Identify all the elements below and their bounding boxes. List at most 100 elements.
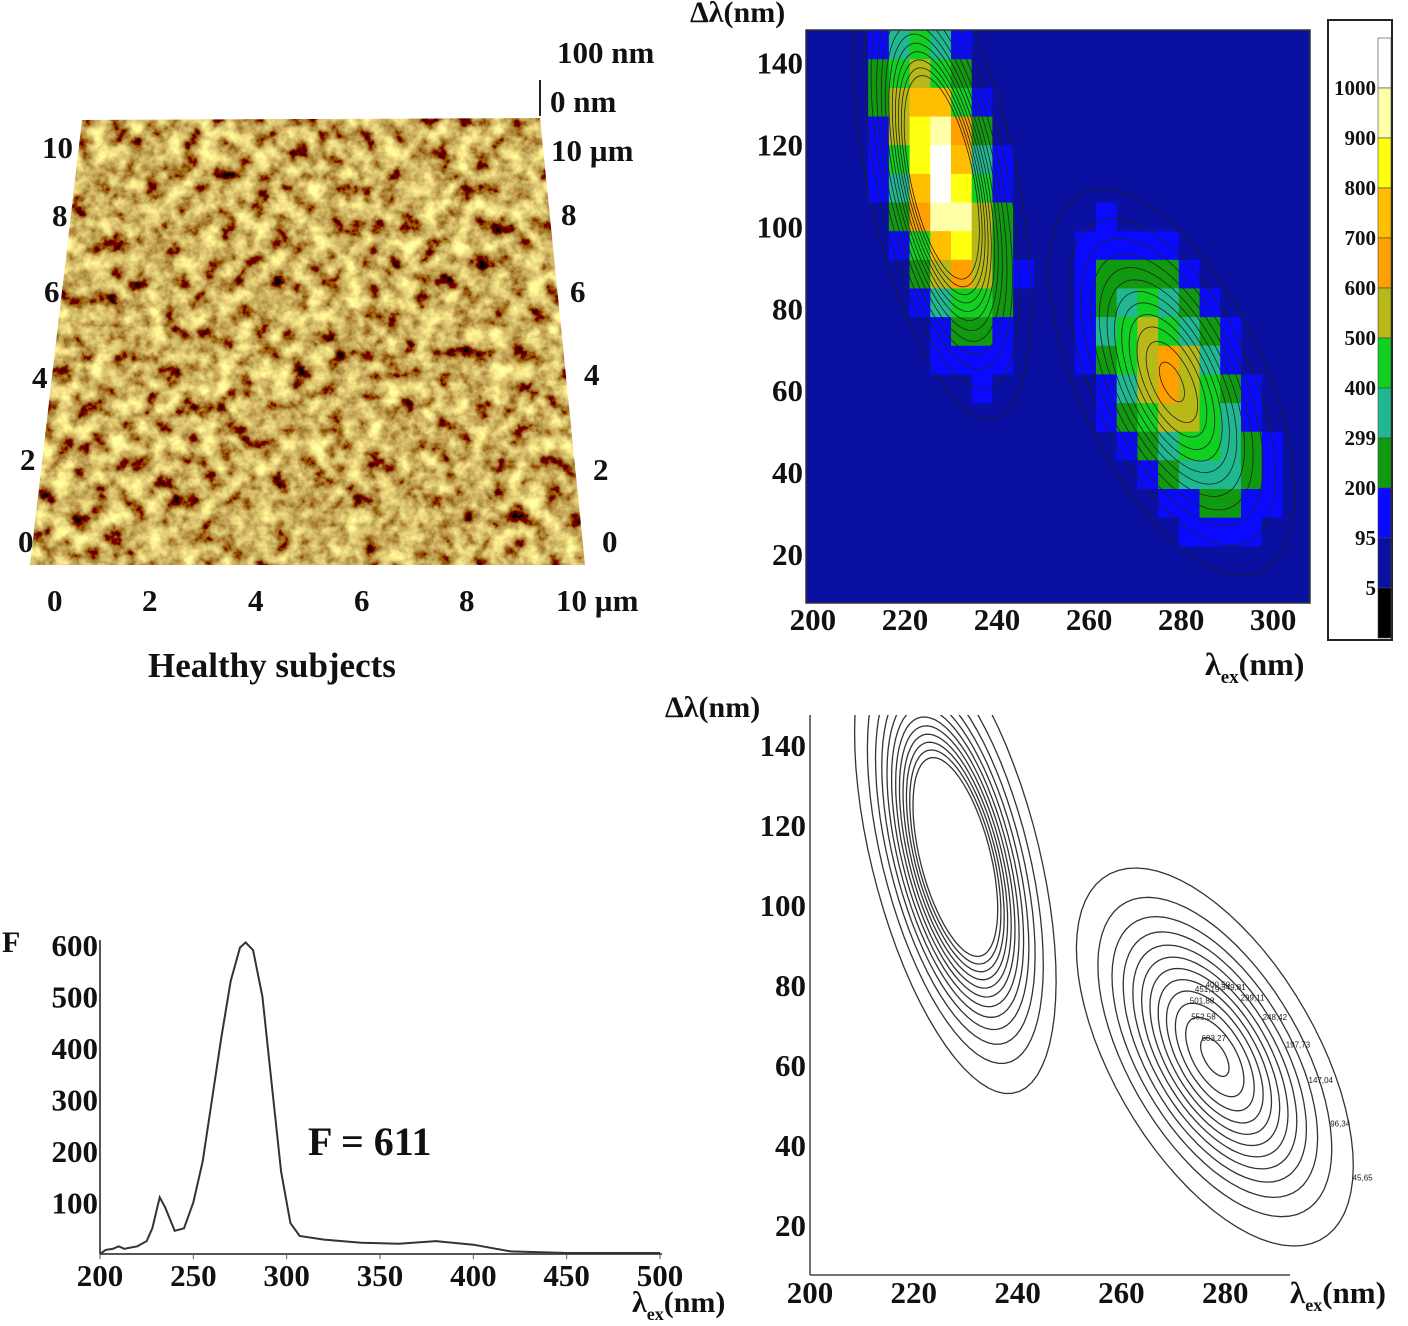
heatmap-cell xyxy=(1303,345,1310,375)
contour-line xyxy=(912,756,999,958)
y-tick-label: 100 xyxy=(757,209,804,244)
heatmap-cell xyxy=(1054,517,1076,547)
heatmap-cell xyxy=(1075,574,1097,603)
heatmap-cell xyxy=(1137,373,1159,404)
heatmap-cell xyxy=(1240,316,1263,346)
heatmap-cell xyxy=(1199,201,1221,232)
plot-frame xyxy=(805,29,1311,604)
contour-line xyxy=(881,715,1030,1031)
heatmap-cell xyxy=(950,459,973,489)
heatmap-cell xyxy=(1178,115,1201,146)
contour-line xyxy=(1157,978,1273,1136)
contour-line xyxy=(1158,361,1185,403)
heatmap-cell xyxy=(826,517,849,547)
heatmap-cell xyxy=(909,115,931,146)
heatmap-cell xyxy=(1095,517,1118,547)
heatmap-cell xyxy=(1033,87,1056,117)
heatmap-cell xyxy=(950,517,973,547)
afm-left-tick: 6 xyxy=(44,274,60,309)
heatmap-cell xyxy=(1116,402,1138,432)
heatmap-cell xyxy=(1075,345,1097,375)
colorbar-swatch xyxy=(1377,287,1392,339)
heatmap-cell xyxy=(1075,201,1097,232)
heatmap-cell xyxy=(1116,287,1138,318)
heatmap-cell xyxy=(1137,517,1159,547)
heatmap-cell xyxy=(1054,431,1076,461)
heatmap-cell xyxy=(1240,87,1263,117)
contour-line xyxy=(1199,1036,1230,1078)
heatmap-cell xyxy=(1199,144,1221,174)
colorbar-label: 800 xyxy=(1345,176,1377,200)
heatmap-cell xyxy=(930,201,952,232)
heatmap-cell xyxy=(950,259,973,289)
heatmap-cell xyxy=(1261,373,1283,404)
heatmap-cell xyxy=(1158,459,1180,489)
heatmap-cell xyxy=(1220,345,1242,375)
afm-bottom-tick: 6 xyxy=(354,583,370,618)
heatmap-cell xyxy=(1303,87,1310,117)
contour-line xyxy=(905,741,1005,973)
heatmap-cell xyxy=(992,201,1014,232)
heatmap-cell xyxy=(1013,58,1035,88)
colorbar-swatch xyxy=(1377,337,1392,389)
heatmap-cell xyxy=(1095,574,1118,603)
heatmap-cell xyxy=(868,173,890,203)
heatmap-cell xyxy=(1095,201,1118,232)
heatmap-cell xyxy=(1199,230,1221,260)
heatmap-cell xyxy=(1199,287,1221,318)
heatmap-cell xyxy=(1178,173,1201,203)
heatmap-cell xyxy=(1033,373,1056,404)
heatmap-cell xyxy=(1282,574,1304,603)
contour-line xyxy=(884,30,999,331)
x-axis-unit: (nm) xyxy=(1239,646,1305,682)
heatmap-cell xyxy=(1158,115,1180,146)
y-tick-label: 120 xyxy=(760,808,807,843)
heatmap-cell xyxy=(868,87,890,117)
x-axis-label: λex(nm) xyxy=(1290,1275,1386,1315)
contour-line xyxy=(903,75,980,280)
colorbar-label: 5 xyxy=(1366,576,1377,600)
heatmap-cell xyxy=(930,287,952,318)
heatmap-cell xyxy=(1054,30,1076,60)
heatmap-cell xyxy=(1261,259,1283,289)
heatmap-cell xyxy=(1178,488,1201,518)
heatmap-cell xyxy=(1240,345,1263,375)
heatmap-cell xyxy=(1054,316,1076,346)
heatmap-cell xyxy=(868,545,890,575)
heatmap-cell xyxy=(1033,259,1056,289)
heatmap-cell xyxy=(1054,545,1076,575)
heatmap-cell xyxy=(1095,373,1118,404)
x-axis-subscript: ex xyxy=(647,1304,664,1324)
heatmap-cell xyxy=(950,144,973,174)
heatmap-cell xyxy=(1137,259,1159,289)
heatmap-cell xyxy=(806,115,828,146)
heatmap-cell xyxy=(1075,87,1097,117)
heatmap-cell xyxy=(847,144,869,174)
heatmap-cell xyxy=(1013,373,1035,404)
heatmap-cell xyxy=(826,373,849,404)
heatmap-cell xyxy=(1199,58,1221,88)
heatmap-cell xyxy=(1199,316,1221,346)
heatmap-cell xyxy=(950,230,973,260)
heatmap-cell xyxy=(992,488,1014,518)
contour-line xyxy=(890,715,1020,1008)
heatmap-cell xyxy=(888,402,911,432)
heatmap-cell xyxy=(868,201,890,232)
heatmap-cell xyxy=(1075,545,1097,575)
heatmap-cell xyxy=(1054,459,1076,489)
heatmap-cell xyxy=(1158,545,1180,575)
heatmap-cell xyxy=(992,30,1014,60)
contour-line xyxy=(851,30,1032,420)
heatmap-cell xyxy=(1013,402,1035,432)
heatmap-cell xyxy=(868,574,890,603)
heatmap-cell xyxy=(1220,287,1242,318)
afm-left-tick: 10 xyxy=(42,130,73,165)
heatmap-cell xyxy=(1033,115,1056,146)
heatmap-cell xyxy=(971,459,994,489)
heatmap-cell xyxy=(971,402,994,432)
heatmap-cell xyxy=(930,545,952,575)
heatmap-cell xyxy=(1220,431,1242,461)
heatmap-cell xyxy=(806,345,828,375)
heatmap-cell xyxy=(1303,30,1310,60)
heatmap-cell xyxy=(826,87,849,117)
